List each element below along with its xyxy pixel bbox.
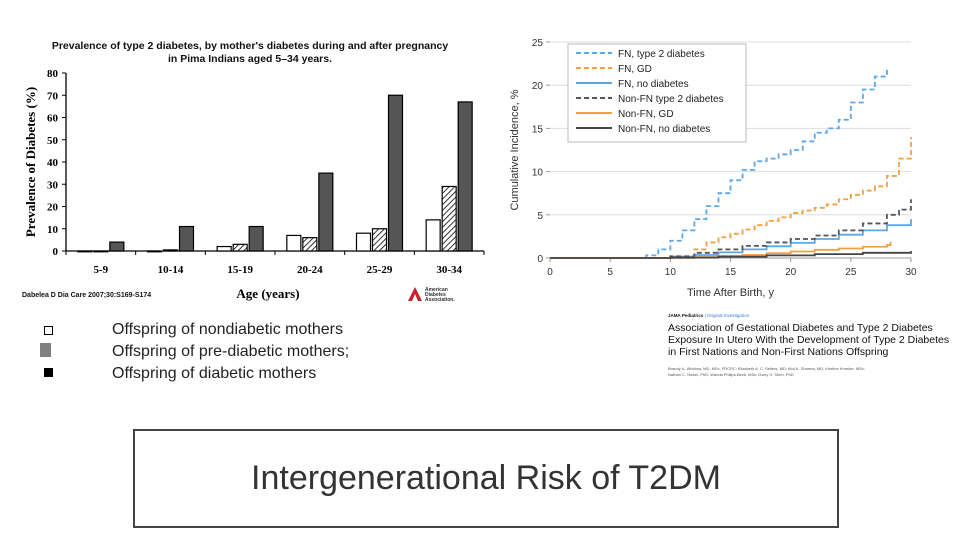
publication-title-line: in First Nations and Non-First Nations O…	[668, 346, 889, 358]
slide-title-box: Intergenerational Risk of T2DM	[133, 429, 839, 528]
chart-title: Prevalence of type 2 diabetes, by mother…	[52, 40, 449, 52]
cumulative-incidence-chart: 0 5 10 15 20 25 0 5 10 15 20 25 30 Time After Birth, …	[509, 38, 917, 299]
x-tick-label: 10	[665, 267, 677, 278]
bar	[77, 250, 93, 253]
bar	[248, 225, 264, 252]
bar	[387, 94, 404, 252]
y-tick-label: 25	[532, 38, 544, 49]
series-line	[550, 199, 912, 259]
x-tick-label: 15-19	[227, 264, 253, 276]
chart-subtitle: in Pima Indians aged 5–34 years.	[168, 53, 332, 65]
bar	[457, 101, 473, 252]
bar	[425, 219, 441, 252]
legend-prediabetic: Offspring of pre-diabetic mothers;	[112, 343, 350, 360]
bar	[355, 232, 372, 252]
bar	[441, 185, 457, 252]
y-axis-label: Cumulative Incidence, %	[509, 89, 521, 210]
ada-logo-icon	[408, 287, 422, 301]
legend-label: Non-FN, GD	[618, 109, 674, 120]
x-tick-label: 5-9	[93, 264, 108, 276]
bar	[93, 250, 109, 253]
y-tick-label: 20	[47, 202, 59, 214]
bar	[178, 225, 195, 252]
ada-logo-text: American	[425, 287, 448, 293]
publication-authors: Brandy A. Wicklow, MD, MSc, FRCPC; Eliza…	[668, 366, 865, 378]
legend-box	[567, 43, 747, 143]
y-tick-label: 70	[47, 90, 59, 102]
legend-label: FN, GD	[618, 64, 652, 75]
bar	[216, 245, 232, 252]
legend-label: FN, type 2 diabetes	[618, 49, 705, 60]
legend-nondiabetic: Offspring of nondiabetic mothers	[112, 321, 343, 338]
pima-bar-chart: Prevalence of type 2 diabetes, by mother…	[22, 40, 485, 303]
prediabetic-legend-swatch	[40, 343, 51, 357]
nondiabetic-legend-swatch	[44, 326, 53, 335]
x-tick-label: 20	[785, 267, 797, 278]
slide-title: Intergenerational Risk of T2DM	[251, 459, 721, 497]
x-tick-label: 30	[905, 267, 917, 278]
publication-title-line: Association of Gestational Diabetes and …	[668, 322, 933, 334]
y-tick-label: 10	[532, 168, 544, 179]
diabetic-legend-swatch	[44, 368, 53, 377]
y-tick-label: 30	[47, 179, 59, 191]
x-tick-label: 25-29	[367, 264, 393, 276]
y-tick-label: 50	[47, 135, 59, 147]
legend-label: Non-FN type 2 diabetes	[618, 94, 724, 105]
bar	[232, 243, 248, 252]
bar	[318, 172, 334, 252]
bar	[371, 228, 388, 252]
legend-diabetic: Offspring of diabetic mothers	[112, 365, 317, 382]
x-tick-label: 5	[607, 267, 613, 278]
y-axis-label: Prevalence of Diabetes (%)	[23, 87, 38, 237]
bar	[146, 250, 163, 253]
y-tick-label: 10	[47, 224, 59, 236]
x-tick-label: 20-24	[297, 264, 323, 276]
x-tick-label: 30-34	[436, 264, 462, 276]
legend-label: FN, no diabetes	[618, 79, 689, 90]
x-axis-label: Age (years)	[236, 286, 299, 301]
bar	[286, 234, 302, 252]
bar	[109, 241, 125, 252]
series-line	[550, 219, 912, 259]
journal-section: Original Investigation	[707, 313, 750, 318]
bar	[162, 249, 179, 252]
publication-title-line: Exposure In Utero With the Development o…	[668, 334, 950, 346]
y-tick-label: 40	[47, 157, 59, 169]
x-axis-label: Time After Birth, y	[687, 287, 775, 299]
y-tick-label: 80	[47, 68, 59, 80]
y-tick-label: 60	[47, 113, 59, 125]
series-line	[550, 251, 912, 259]
bar	[302, 237, 318, 252]
journal-header: JAMA Pediatrics | Original Investigation	[668, 313, 750, 318]
y-tick-label: 0	[53, 246, 59, 258]
journal-name: JAMA Pediatrics	[668, 313, 704, 318]
y-tick-label: 15	[532, 124, 544, 135]
series-line	[550, 67, 888, 259]
x-tick-label: 0	[547, 267, 553, 278]
ada-logo-text: Association.	[425, 297, 455, 303]
x-tick-label: 25	[845, 267, 857, 278]
author-line: Brandy A. Wicklow, MD, MSc, FRCPC; Eliza…	[668, 366, 865, 371]
legend-label: Non-FN, no diabetes	[618, 124, 710, 135]
series-line	[550, 137, 912, 259]
publication-title: Association of Gestational Diabetes and …	[668, 322, 949, 358]
x-tick-label: 15	[725, 267, 737, 278]
y-tick-label: 5	[537, 211, 543, 222]
author-line: Nathan C. Nickel, PhD; Wanda Philips-Bec…	[668, 372, 794, 377]
x-tick-label: 10-14	[158, 264, 184, 276]
y-tick-label: 20	[532, 81, 544, 92]
ada-logo-text: Diabetes	[425, 292, 446, 298]
y-tick-label: 0	[537, 254, 543, 265]
citation: Dabelea D Dia Care 2007;30:S169-S174	[22, 292, 151, 299]
